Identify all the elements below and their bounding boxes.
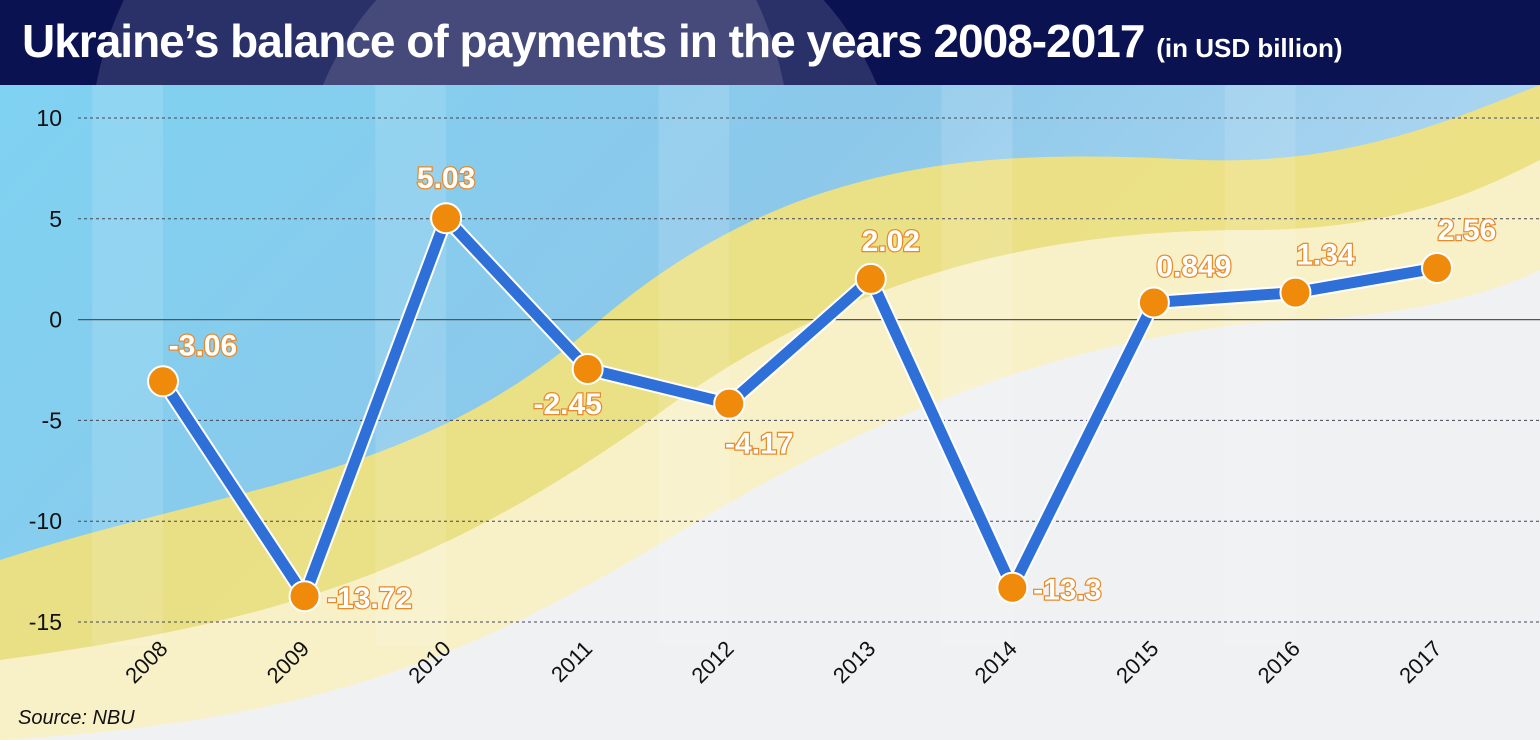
data-label: 2.02 [862,225,920,258]
y-tick-label: -15 [29,609,62,635]
data-point [1279,276,1312,309]
data-point [1421,251,1453,284]
column-band [92,85,163,645]
column-band [658,85,730,645]
data-label: -13.72 [327,582,412,615]
y-tick-label: 10 [36,105,62,131]
data-label: 2.56 [1438,214,1496,247]
data-point [288,580,321,613]
series-line [158,212,1438,602]
title-bar: Ukraine’s balance of payments in the yea… [0,0,1540,85]
title-text: Ukraine’s balance of payments in the yea… [22,15,1145,67]
y-tick-label: -5 [42,407,62,433]
y-tick-label: -10 [29,508,62,534]
data-point [996,571,1029,604]
chart-subtitle: (in USD billion) [1156,33,1343,63]
data-label: 0.849 [1156,250,1231,283]
data-label: -13.3 [1033,574,1101,607]
data-point [147,365,179,398]
y-tick-label: 5 [49,206,62,232]
chart-title: Ukraine’s balance of payments in the yea… [22,14,1343,68]
data-point [1137,286,1170,319]
data-label: -4.17 [725,428,793,461]
data-label: 1.34 [1296,239,1355,272]
data-label: 5.03 [417,162,475,195]
data-point [430,202,463,235]
data-point [854,262,887,295]
source-note: Source: NBU [18,707,135,729]
column-band [1224,85,1296,645]
data-point [571,352,604,385]
y-tick-label: 0 [49,307,62,333]
data-point [713,387,746,420]
data-label: -3.06 [169,329,237,362]
data-label: -2.45 [533,388,601,421]
